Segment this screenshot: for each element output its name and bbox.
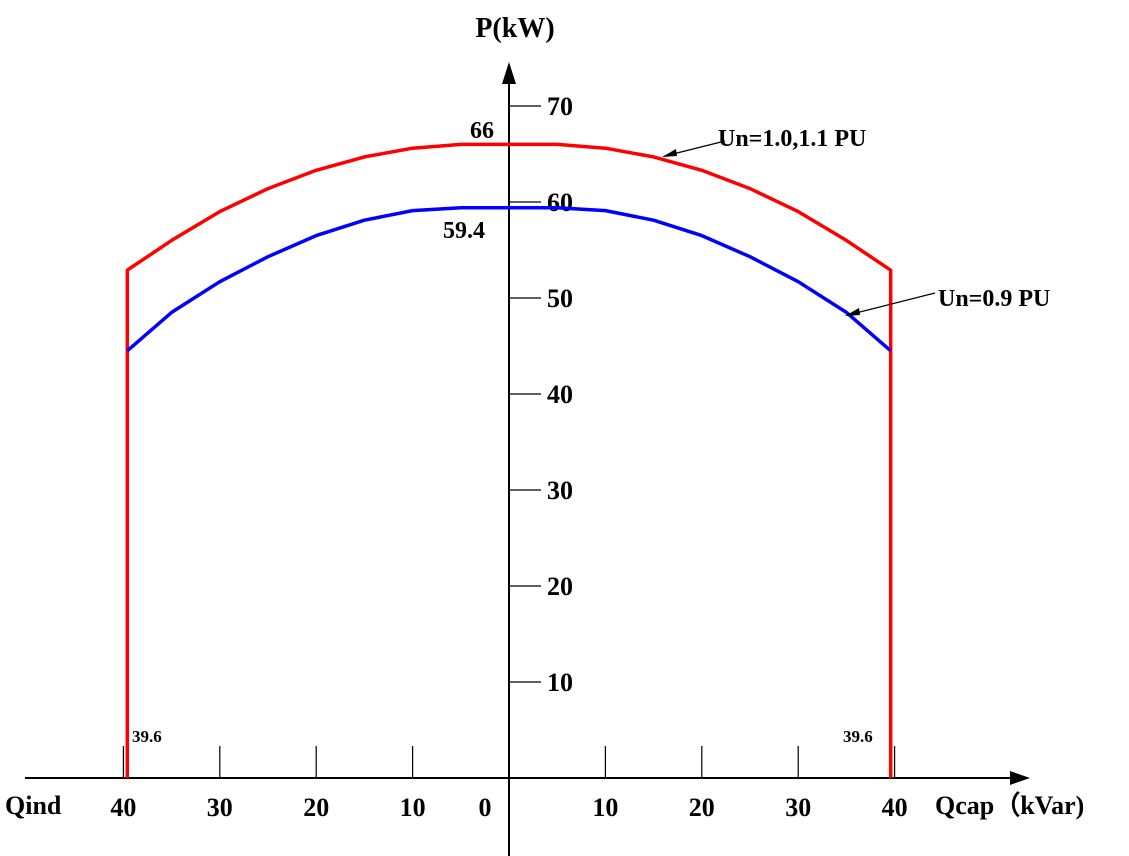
y-tick-label: 10 xyxy=(547,668,573,697)
x-tick-label: 10 xyxy=(400,793,426,822)
y-tick-label: 60 xyxy=(547,188,573,217)
x-tick-label: 20 xyxy=(303,793,329,822)
x-tick-label: 20 xyxy=(689,793,715,822)
y-tick-label: 30 xyxy=(547,476,573,505)
y-tick-label: 40 xyxy=(547,380,573,409)
peak-blue-label: 59.4 xyxy=(443,218,485,244)
x-tick-label: 40 xyxy=(110,793,136,822)
series-layer xyxy=(125,142,893,778)
series-line-red xyxy=(125,142,893,778)
x-axis-label-right: Qcap（kVar) xyxy=(935,791,1084,820)
y-tick-label: 50 xyxy=(547,284,573,313)
red-series-label: Un=1.0,1.1 PU xyxy=(718,126,866,152)
y-tick-label: 20 xyxy=(547,572,573,601)
x-tick-label: 10 xyxy=(592,793,618,822)
y-axis-arrow xyxy=(502,62,516,84)
y-tick-label: 70 xyxy=(547,92,573,121)
blue-series-pointer xyxy=(847,292,936,316)
x-axis-arrow xyxy=(1010,771,1030,785)
peak-red-label: 66 xyxy=(470,118,494,144)
ticks-layer: 40 30 20 10 0 10 20 30 40 10 20 30 40 50 60 70 xyxy=(110,92,907,822)
red-series-pointer-head xyxy=(662,149,677,157)
series-line-blue xyxy=(126,206,892,353)
x-tick-label: 40 xyxy=(882,793,908,822)
blue-series-pointer-head xyxy=(845,308,860,316)
x-tick-label: 30 xyxy=(207,793,233,822)
limit-right-label: 39.6 xyxy=(843,727,873,746)
x-axis-label-left: Qind xyxy=(5,791,62,820)
blue-series-label: Un=0.9 PU xyxy=(938,286,1050,312)
x-tick-label: 0 xyxy=(479,793,492,822)
y-axis-label: P(kW) xyxy=(475,13,554,44)
x-tick-label: 30 xyxy=(785,793,811,822)
limit-left-label: 39.6 xyxy=(132,727,162,746)
